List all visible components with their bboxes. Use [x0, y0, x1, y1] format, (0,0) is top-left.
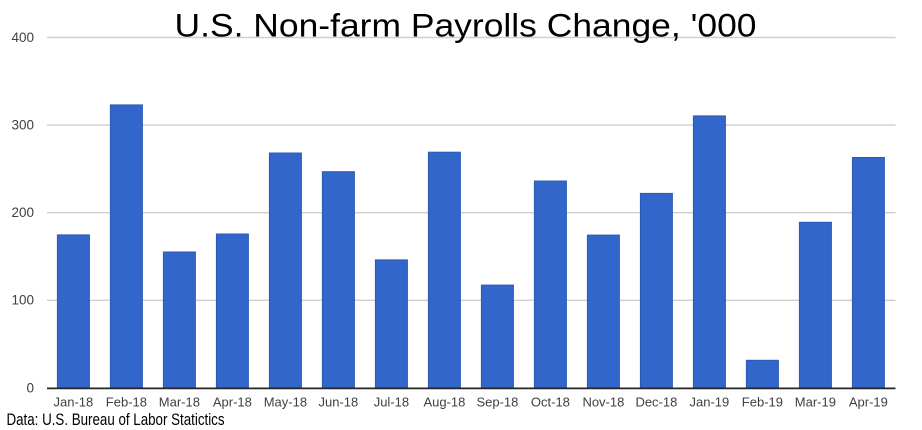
svg-text:U.S. Non-farm Payrolls Change,: U.S. Non-farm Payrolls Change, '000: [175, 8, 757, 44]
svg-text:Feb-18: Feb-18: [106, 395, 147, 410]
svg-text:Oct-18: Oct-18: [531, 395, 570, 410]
svg-text:200: 200: [11, 205, 34, 220]
svg-text:Dec-18: Dec-18: [635, 395, 677, 410]
svg-text:Mar-18: Mar-18: [159, 395, 200, 410]
svg-text:May-18: May-18: [264, 395, 307, 410]
svg-text:Jan-19: Jan-19: [690, 395, 730, 410]
svg-text:Mar-19: Mar-19: [795, 395, 836, 410]
svg-text:Jun-18: Jun-18: [319, 395, 359, 410]
svg-text:Data: U.S. Bureau of Labor Sta: Data: U.S. Bureau of Labor Statictics: [7, 411, 225, 429]
svg-text:300: 300: [11, 118, 34, 133]
svg-text:Jan-18: Jan-18: [54, 395, 94, 410]
svg-text:Apr-19: Apr-19: [849, 395, 888, 410]
svg-text:400: 400: [11, 30, 34, 45]
svg-text:Nov-18: Nov-18: [582, 395, 624, 410]
svg-text:Sep-18: Sep-18: [476, 395, 518, 410]
svg-text:Feb-19: Feb-19: [742, 395, 783, 410]
svg-text:Apr-18: Apr-18: [213, 395, 252, 410]
svg-text:Jul-18: Jul-18: [374, 395, 409, 410]
svg-text:Aug-18: Aug-18: [423, 395, 465, 410]
svg-text:100: 100: [11, 293, 34, 308]
svg-text:0: 0: [26, 380, 34, 395]
